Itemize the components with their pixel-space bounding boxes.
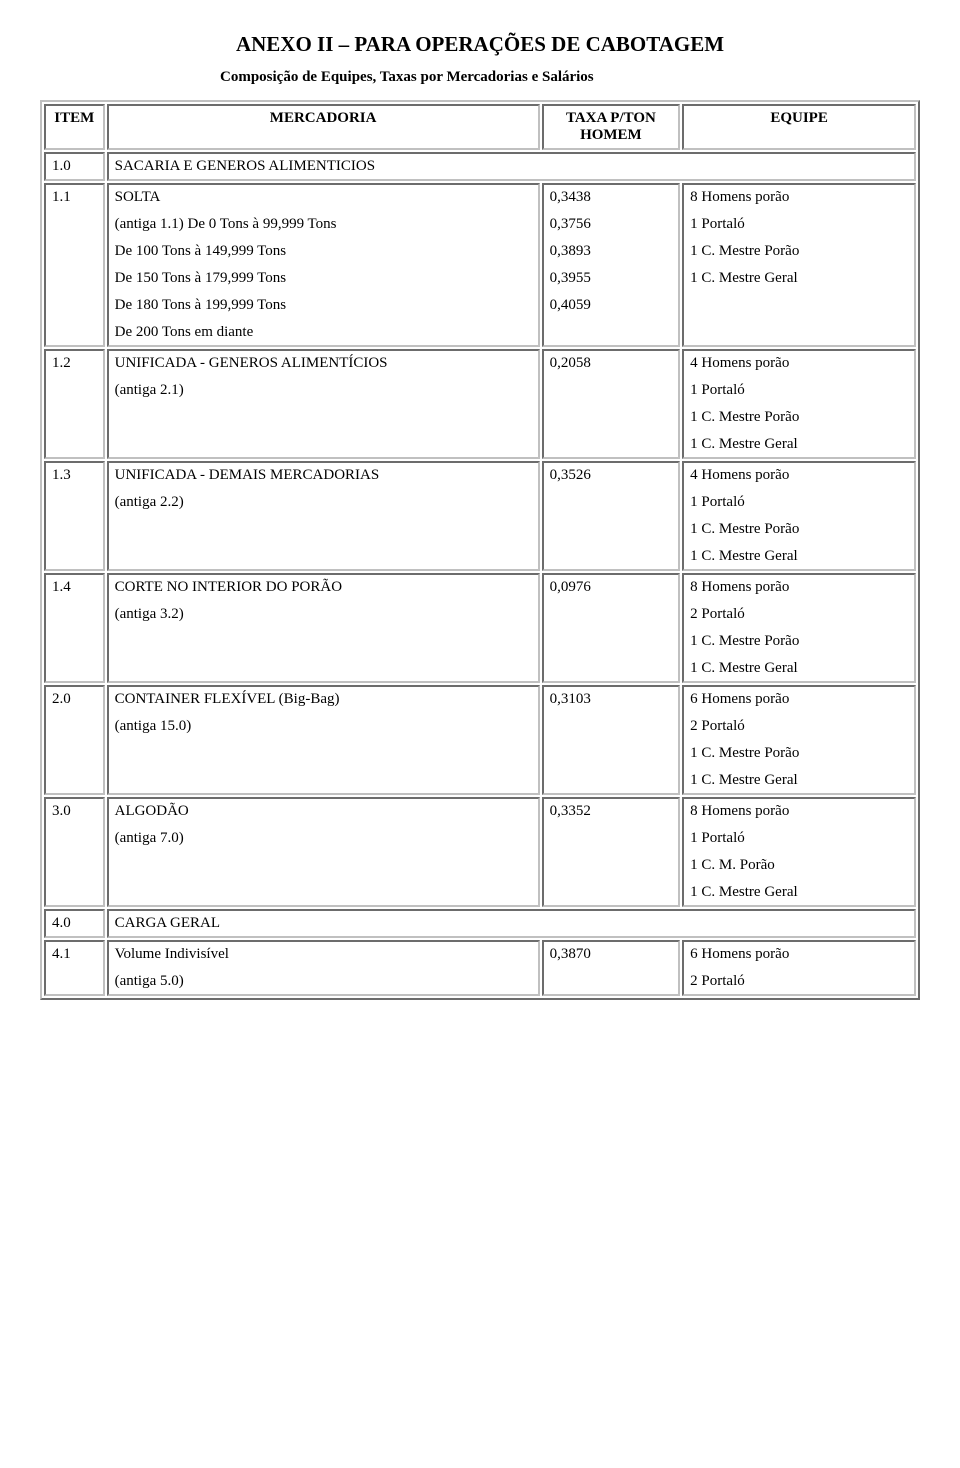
- equipe-line: 8 Homens porão: [690, 803, 908, 820]
- cell-equipe: 8 Homens porão 1 Portaló 1 C. Mestre Por…: [682, 183, 916, 347]
- merc-line: CORTE NO INTERIOR DO PORÃO: [115, 579, 532, 596]
- merc-line: CONTAINER FLEXÍVEL (Big-Bag): [115, 691, 532, 708]
- equipe-line: 1 C. Mestre Geral: [690, 772, 908, 789]
- equipe-line: 1 C. M. Porão: [690, 857, 908, 874]
- cell-taxa: 0,2058: [542, 349, 681, 459]
- equipe-line: 1 C. Mestre Geral: [690, 548, 908, 565]
- equipe-line: 1 Portaló: [690, 216, 908, 233]
- equipe-line: 1 C. Mestre Porão: [690, 521, 908, 538]
- equipe-line: 1 C. Mestre Porão: [690, 409, 908, 426]
- merc-line: (antiga 15.0): [115, 718, 532, 735]
- equipe-line: 2 Portaló: [690, 718, 908, 735]
- equipe-line: 6 Homens porão: [690, 946, 908, 963]
- cell-item: 2.0: [44, 685, 105, 795]
- equipe-line: 1 C. Mestre Porão: [690, 745, 908, 762]
- header-equipe: EQUIPE: [682, 104, 916, 150]
- cell-item: 1.4: [44, 573, 105, 683]
- merc-line: De 150 Tons à 179,999 Tons: [115, 270, 532, 287]
- table-row: 1.3 UNIFICADA - DEMAIS MERCADORIAS (anti…: [44, 461, 916, 571]
- taxa-line: 0,3893: [550, 243, 673, 260]
- cell-item: 1.3: [44, 461, 105, 571]
- merc-line: UNIFICADA - DEMAIS MERCADORIAS: [115, 467, 532, 484]
- merc-line: De 100 Tons à 149,999 Tons: [115, 243, 532, 260]
- cell-item: 4.1: [44, 940, 105, 996]
- cell-merc: UNIFICADA - DEMAIS MERCADORIAS (antiga 2…: [107, 461, 540, 571]
- table-row: 3.0 ALGODÃO (antiga 7.0) 0,3352 8 Homens…: [44, 797, 916, 907]
- cell-item: 1.2: [44, 349, 105, 459]
- header-item: ITEM: [44, 104, 105, 150]
- table-row: 1.4 CORTE NO INTERIOR DO PORÃO (antiga 3…: [44, 573, 916, 683]
- cell-equipe: 6 Homens porão 2 Portaló: [682, 940, 916, 996]
- equipe-line: 1 C. Mestre Geral: [690, 270, 908, 287]
- taxa-line: 0,4059: [550, 297, 673, 314]
- equipe-line: 4 Homens porão: [690, 355, 908, 372]
- equipe-line: 2 Portaló: [690, 606, 908, 623]
- equipe-line: 2 Portaló: [690, 973, 908, 990]
- merc-line: SOLTA: [115, 189, 532, 206]
- merc-line: (antiga 2.2): [115, 494, 532, 511]
- cell-taxa: 0,3526: [542, 461, 681, 571]
- table-row: 1.0 SACARIA E GENEROS ALIMENTICIOS: [44, 152, 916, 181]
- cell-item: 4.0: [44, 909, 105, 938]
- table-row: 4.1 Volume Indivisível (antiga 5.0) 0,38…: [44, 940, 916, 996]
- document-subtitle: Composição de Equipes, Taxas por Mercado…: [160, 69, 920, 86]
- cell-equipe: 4 Homens porão 1 Portaló 1 C. Mestre Por…: [682, 461, 916, 571]
- taxa-line: 0,3756: [550, 216, 673, 233]
- merc-line: UNIFICADA - GENEROS ALIMENTÍCIOS: [115, 355, 532, 372]
- tariff-table: ITEM MERCADORIA TAXA P/TON HOMEM EQUIPE …: [40, 100, 920, 1000]
- merc-line: (antiga 5.0): [115, 973, 532, 990]
- merc-line: ALGODÃO: [115, 803, 532, 820]
- cell-merc: UNIFICADA - GENEROS ALIMENTÍCIOS (antiga…: [107, 349, 540, 459]
- cell-taxa: 0,0976: [542, 573, 681, 683]
- cell-equipe: 6 Homens porão 2 Portaló 1 C. Mestre Por…: [682, 685, 916, 795]
- table-header-row: ITEM MERCADORIA TAXA P/TON HOMEM EQUIPE: [44, 104, 916, 150]
- cell-taxa: 0,3870: [542, 940, 681, 996]
- cell-equipe: 8 Homens porão 2 Portaló 1 C. Mestre Por…: [682, 573, 916, 683]
- cell-taxa: 0,3103: [542, 685, 681, 795]
- cell-taxa: 0,3352: [542, 797, 681, 907]
- header-mercadoria: MERCADORIA: [107, 104, 540, 150]
- cell-taxa: 0,3438 0,3756 0,3893 0,3955 0,4059: [542, 183, 681, 347]
- table-row: 2.0 CONTAINER FLEXÍVEL (Big-Bag) (antiga…: [44, 685, 916, 795]
- cell-equipe: 4 Homens porão 1 Portaló 1 C. Mestre Por…: [682, 349, 916, 459]
- equipe-line: 1 Portaló: [690, 494, 908, 511]
- cell-item: 1.1: [44, 183, 105, 347]
- equipe-line: 8 Homens porão: [690, 579, 908, 596]
- cell-merc: Volume Indivisível (antiga 5.0): [107, 940, 540, 996]
- cell-merc: ALGODÃO (antiga 7.0): [107, 797, 540, 907]
- merc-line: (antiga 1.1) De 0 Tons à 99,999 Tons: [115, 216, 532, 233]
- taxa-line: 0,3438: [550, 189, 673, 206]
- equipe-line: 1 Portaló: [690, 830, 908, 847]
- document-title: ANEXO II – PARA OPERAÇÕES DE CABOTAGEM: [40, 32, 920, 57]
- equipe-line: 1 C. Mestre Geral: [690, 884, 908, 901]
- table-row: 1.1 SOLTA (antiga 1.1) De 0 Tons à 99,99…: [44, 183, 916, 347]
- equipe-line: 6 Homens porão: [690, 691, 908, 708]
- merc-line: De 200 Tons em diante: [115, 324, 532, 341]
- equipe-line: 4 Homens porão: [690, 467, 908, 484]
- equipe-line: 1 Portaló: [690, 382, 908, 399]
- equipe-line: 1 C. Mestre Porão: [690, 243, 908, 260]
- cell-merc: SOLTA (antiga 1.1) De 0 Tons à 99,999 To…: [107, 183, 540, 347]
- equipe-line: 8 Homens porão: [690, 189, 908, 206]
- cell-merc: CORTE NO INTERIOR DO PORÃO (antiga 3.2): [107, 573, 540, 683]
- taxa-line: 0,3955: [550, 270, 673, 287]
- cell-section: SACARIA E GENEROS ALIMENTICIOS: [107, 152, 916, 181]
- merc-line: (antiga 3.2): [115, 606, 532, 623]
- equipe-line: 1 C. Mestre Geral: [690, 660, 908, 677]
- cell-merc: CONTAINER FLEXÍVEL (Big-Bag) (antiga 15.…: [107, 685, 540, 795]
- header-taxa: TAXA P/TON HOMEM: [542, 104, 681, 150]
- cell-equipe: 8 Homens porão 1 Portaló 1 C. M. Porão 1…: [682, 797, 916, 907]
- equipe-line: 1 C. Mestre Porão: [690, 633, 908, 650]
- merc-line: (antiga 7.0): [115, 830, 532, 847]
- merc-line: De 180 Tons à 199,999 Tons: [115, 297, 532, 314]
- merc-line: (antiga 2.1): [115, 382, 532, 399]
- table-row: 4.0 CARGA GERAL: [44, 909, 916, 938]
- cell-item: 3.0: [44, 797, 105, 907]
- table-row: 1.2 UNIFICADA - GENEROS ALIMENTÍCIOS (an…: [44, 349, 916, 459]
- cell-section: CARGA GERAL: [107, 909, 916, 938]
- cell-item: 1.0: [44, 152, 105, 181]
- merc-line: Volume Indivisível: [115, 946, 532, 963]
- equipe-line: 1 C. Mestre Geral: [690, 436, 908, 453]
